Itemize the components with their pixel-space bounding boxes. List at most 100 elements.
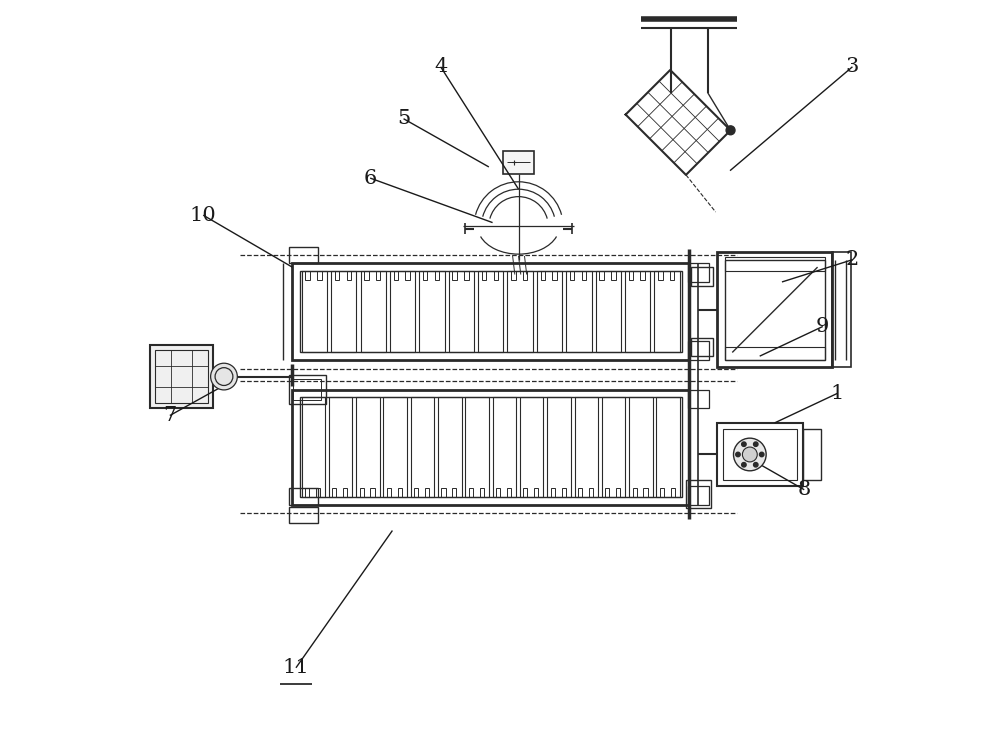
Bar [370, 488, 375, 497]
Bar [414, 488, 418, 497]
Bar [469, 488, 473, 497]
Circle shape [734, 438, 766, 471]
Bar [541, 271, 545, 280]
Bar [670, 271, 674, 280]
Bar [150, 345, 213, 408]
Circle shape [742, 447, 757, 462]
Bar [507, 271, 533, 352]
Bar [155, 350, 208, 403]
Bar [616, 488, 620, 497]
Bar [640, 271, 645, 280]
Text: 7: 7 [163, 406, 176, 425]
Bar [305, 271, 310, 280]
Bar [493, 397, 516, 497]
Bar [537, 271, 562, 352]
Circle shape [211, 364, 237, 390]
Bar [435, 271, 439, 280]
Bar [289, 375, 326, 404]
Bar [331, 271, 356, 352]
Bar [520, 397, 543, 497]
Bar [688, 486, 709, 505]
Bar [605, 488, 609, 497]
Bar [511, 271, 516, 280]
Bar [570, 271, 574, 280]
Bar [832, 252, 851, 367]
Bar [394, 271, 398, 280]
Text: 1: 1 [831, 384, 844, 403]
Bar [717, 423, 803, 486]
Bar [300, 271, 682, 352]
Bar [356, 397, 380, 497]
Text: 2: 2 [846, 250, 859, 269]
Bar [360, 488, 364, 497]
Bar [523, 271, 527, 280]
Circle shape [754, 442, 758, 447]
Bar [390, 271, 415, 352]
Bar [423, 271, 427, 280]
Bar [596, 271, 621, 352]
Bar [686, 480, 711, 508]
Text: 6: 6 [364, 168, 377, 188]
Bar [643, 488, 648, 497]
Text: 10: 10 [190, 206, 217, 225]
Bar [302, 271, 327, 352]
Bar [383, 397, 407, 497]
Bar [803, 429, 821, 480]
Bar [293, 379, 321, 400]
Bar [575, 397, 598, 497]
Bar [496, 488, 500, 497]
Bar [464, 271, 469, 280]
Text: 8: 8 [798, 480, 811, 499]
Bar [494, 271, 498, 280]
Text: 9: 9 [816, 317, 829, 336]
Bar [589, 488, 593, 497]
Bar [691, 267, 713, 286]
Bar [387, 488, 391, 497]
Bar [552, 271, 557, 280]
Circle shape [742, 462, 746, 467]
Bar [316, 488, 320, 497]
Bar [376, 271, 380, 280]
Bar [364, 271, 369, 280]
Circle shape [736, 453, 740, 457]
Bar [611, 271, 616, 280]
Bar [566, 271, 592, 352]
Bar [725, 260, 825, 360]
Bar [656, 397, 680, 497]
Bar [671, 488, 675, 497]
Bar [465, 397, 489, 497]
Bar [688, 263, 709, 282]
Bar [633, 488, 637, 497]
Bar [361, 271, 386, 352]
Bar [629, 271, 633, 280]
Bar [335, 271, 339, 280]
Bar [629, 397, 653, 497]
Bar [302, 397, 325, 497]
Bar [347, 271, 351, 280]
Bar [398, 488, 402, 497]
Bar [289, 507, 318, 523]
Text: 3: 3 [846, 57, 859, 76]
Bar [602, 397, 625, 497]
Circle shape [726, 126, 735, 135]
Bar [660, 488, 664, 497]
Bar [482, 271, 486, 280]
Bar [582, 271, 586, 280]
Bar [305, 488, 309, 497]
Bar [578, 488, 582, 497]
Bar [411, 397, 434, 497]
Circle shape [215, 368, 233, 386]
Bar [317, 271, 322, 280]
Bar [654, 271, 680, 352]
Bar [480, 488, 484, 497]
Text: 11: 11 [283, 658, 309, 677]
Bar [449, 271, 474, 352]
Bar [717, 252, 832, 367]
Bar [300, 397, 682, 497]
Bar [725, 347, 825, 360]
Bar [523, 488, 527, 497]
Bar [405, 271, 410, 280]
Bar [452, 271, 457, 280]
Bar [688, 390, 709, 408]
Bar [625, 271, 650, 352]
